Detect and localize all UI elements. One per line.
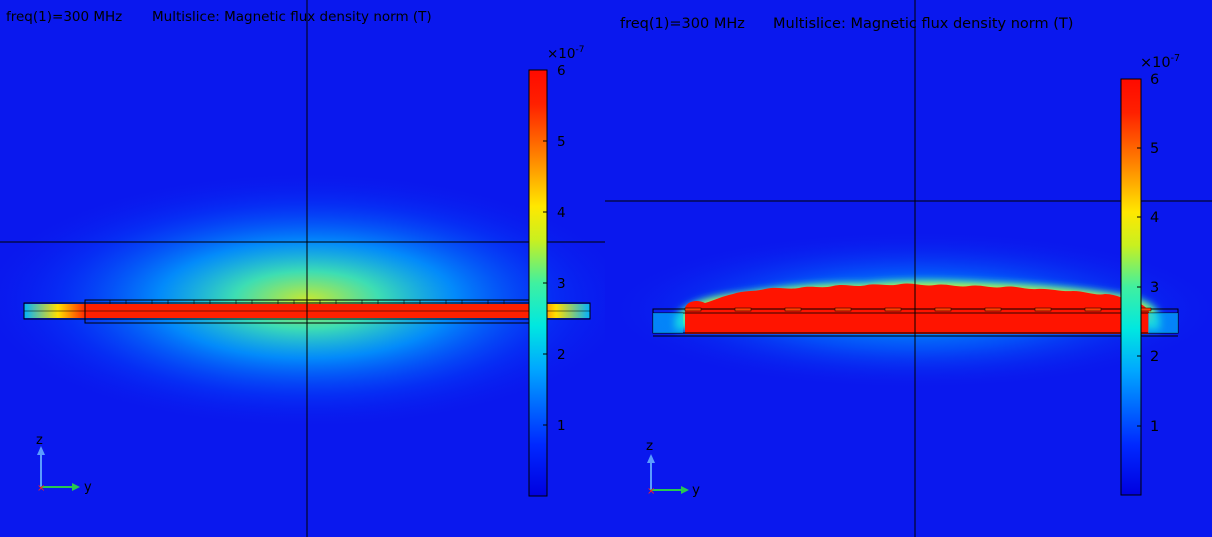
color-legend-tick-label: 4 bbox=[1150, 210, 1159, 226]
device-end-left bbox=[653, 313, 683, 333]
device-end-right bbox=[1148, 313, 1178, 333]
color-legend-tick-label: 6 bbox=[557, 63, 566, 79]
svg-text:×: × bbox=[647, 486, 655, 497]
plot-title: Multislice: Magnetic flux density norm (… bbox=[152, 9, 432, 25]
frequency-label: freq(1)=300 MHz bbox=[620, 16, 745, 32]
element-ticks bbox=[109, 300, 505, 304]
right-plot-canvas: freq(1)=300 MHz Multislice: Magnetic flu… bbox=[605, 0, 1212, 537]
color-legend-ticks bbox=[543, 69, 547, 426]
axis-triad: × z y bbox=[646, 438, 700, 498]
color-legend-tick-label: 3 bbox=[557, 276, 566, 292]
axis-triad: × z y bbox=[36, 433, 92, 495]
svg-text:×: × bbox=[37, 483, 45, 494]
color-legend-tick-label: 1 bbox=[557, 418, 566, 434]
z-axis-label: z bbox=[646, 438, 653, 454]
color-legend-exponent: ×10-7 bbox=[547, 45, 584, 62]
color-legend-tick-label: 3 bbox=[1150, 280, 1159, 296]
color-legend-tick-label: 6 bbox=[1150, 72, 1159, 88]
plot-title: Multislice: Magnetic flux density norm (… bbox=[773, 16, 1073, 32]
color-legend-tick-label: 1 bbox=[1150, 419, 1159, 435]
color-legend-tick-label: 2 bbox=[557, 347, 566, 363]
color-legend-tick-label: 5 bbox=[557, 134, 566, 150]
element-pads bbox=[684, 307, 1152, 312]
y-axis-label: y bbox=[692, 482, 700, 498]
left-plot-canvas: freq(1)=300 MHz Multislice: Magnetic flu… bbox=[0, 0, 607, 537]
y-axis-label: y bbox=[84, 480, 92, 495]
z-axis-label: z bbox=[36, 433, 43, 448]
color-legend-tick-label: 5 bbox=[1150, 141, 1159, 157]
frequency-label: freq(1)=300 MHz bbox=[6, 9, 122, 25]
left-plot-panel: freq(1)=300 MHz Multislice: Magnetic flu… bbox=[0, 0, 607, 537]
right-plot-panel: freq(1)=300 MHz Multislice: Magnetic flu… bbox=[605, 0, 1212, 537]
color-legend-tick-label: 2 bbox=[1150, 349, 1159, 365]
color-legend-ticks bbox=[1137, 78, 1141, 427]
color-legend-exponent: ×10-7 bbox=[1140, 53, 1180, 71]
color-legend-tick-label: 4 bbox=[557, 205, 566, 221]
